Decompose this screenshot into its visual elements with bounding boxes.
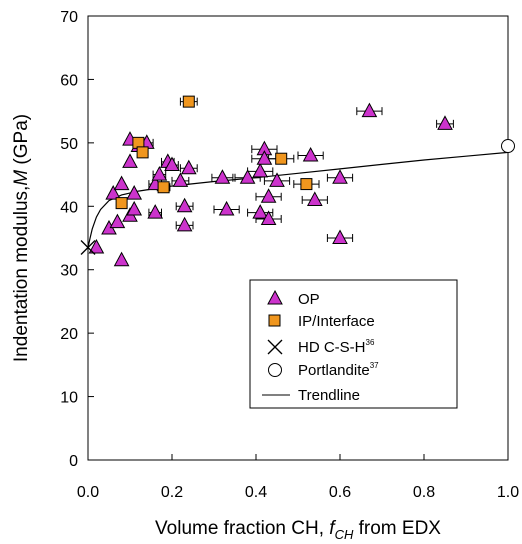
y-tick-label: 50: [60, 136, 78, 153]
op-data-point: [122, 153, 138, 168]
x-tick-label: 0.6: [329, 484, 351, 501]
y-axis-title: Indentation modulus,M (GPa): [11, 114, 32, 362]
op-data-point: [260, 188, 277, 203]
x-tick-label: 0.2: [161, 484, 183, 501]
y-tick-label: 70: [60, 9, 78, 26]
x-axis-title-sub: CH: [335, 527, 354, 542]
x-axis-title-var: f: [329, 518, 336, 539]
op-data-point: [239, 169, 256, 184]
op-data-point: [113, 251, 130, 267]
legend-hd-csh-name: HD C-S-H: [298, 339, 366, 356]
y-axis-title-tail: (GPa): [11, 114, 32, 170]
ip-interface-data-point: [275, 152, 288, 165]
y-tick-label: 0: [69, 453, 78, 470]
trendline-layer: [87, 151, 509, 248]
op-data-point: [147, 204, 164, 219]
op-data-point: [214, 169, 231, 184]
op-data-point: [306, 191, 323, 206]
x-axis-title: Volume fraction CH, fCH from EDX: [155, 518, 441, 542]
legend-hd-csh-marker: [267, 339, 283, 355]
ip-interface-data-point: [182, 95, 195, 108]
legend-ip-marker: [268, 314, 281, 327]
op-data-point: [252, 162, 269, 178]
trendline: [87, 151, 509, 248]
op-data-point: [361, 102, 378, 118]
op-data-point: [269, 172, 285, 187]
y-tick-label: 40: [60, 199, 78, 216]
x-tick-label: 0.4: [245, 484, 267, 501]
legend-portlandite-ref: 37: [370, 361, 379, 370]
x-axis-title-main: Volume fraction CH,: [155, 518, 329, 539]
legend-op-marker: [267, 289, 283, 305]
x-tick-label: 0.8: [413, 484, 435, 501]
op-data-point: [180, 159, 197, 175]
op-data-point: [302, 146, 319, 162]
op-data-point: [126, 200, 143, 216]
legend: OP IP/Interface HD C-S-H36 Portlandite37…: [249, 279, 458, 409]
op-data-point: [164, 156, 180, 172]
marker-layer: [80, 95, 515, 267]
y-tick-label: 60: [60, 72, 78, 89]
x-tick-label: 1.0: [497, 484, 519, 501]
op-data-point: [176, 197, 193, 213]
legend-hd-csh-ref: 36: [366, 338, 375, 347]
legend-portlandite-label: Portlandite37: [298, 361, 379, 379]
y-tick-label: 10: [60, 390, 78, 407]
ip-interface-data-point: [115, 197, 128, 210]
hd-csh-data-point: [80, 240, 96, 255]
y-axis-title-var: M: [11, 170, 32, 186]
op-data-point: [252, 204, 269, 219]
op-data-point: [260, 210, 277, 225]
ip-interface-data-point: [136, 146, 149, 159]
legend-box: [249, 279, 458, 409]
ip-interface-data-point: [300, 178, 313, 191]
op-data-point: [172, 172, 189, 187]
op-data-point: [88, 238, 105, 254]
legend-trendline-label: Trendline: [298, 387, 360, 404]
op-data-point: [113, 175, 130, 191]
op-data-point: [332, 229, 348, 244]
legend-portlandite-marker: [268, 363, 282, 377]
op-data-point: [176, 216, 193, 232]
y-tick-label: 20: [60, 326, 78, 343]
x-tick-label: 0.0: [77, 484, 99, 501]
op-data-point: [151, 166, 168, 181]
x-axis-ticks: 0.0 0.2 0.4 0.6 0.8 1.0: [77, 454, 519, 501]
op-data-point: [109, 213, 126, 229]
op-data-point: [105, 185, 122, 200]
op-data-point: [126, 185, 143, 200]
y-axis-ticks: 0 10 20 30 40 50 60 70: [60, 9, 94, 470]
op-data-point: [332, 169, 348, 184]
y-tick-label: 30: [60, 263, 78, 280]
x-axis-title-tail: from EDX: [353, 518, 441, 539]
legend-op-label: OP: [298, 291, 320, 308]
op-data-point: [218, 200, 235, 216]
legend-ip-label: IP/Interface: [298, 313, 375, 330]
y-axis-title-main: Indentation modulus,: [11, 186, 32, 362]
legend-hd-csh-label: HD C-S-H36: [298, 338, 375, 356]
op-data-point: [437, 115, 453, 130]
ip-interface-data-point: [157, 181, 170, 194]
legend-portlandite-name: Portlandite: [298, 362, 370, 379]
portlandite-data-point: [501, 139, 515, 154]
op-data-point: [256, 150, 273, 165]
